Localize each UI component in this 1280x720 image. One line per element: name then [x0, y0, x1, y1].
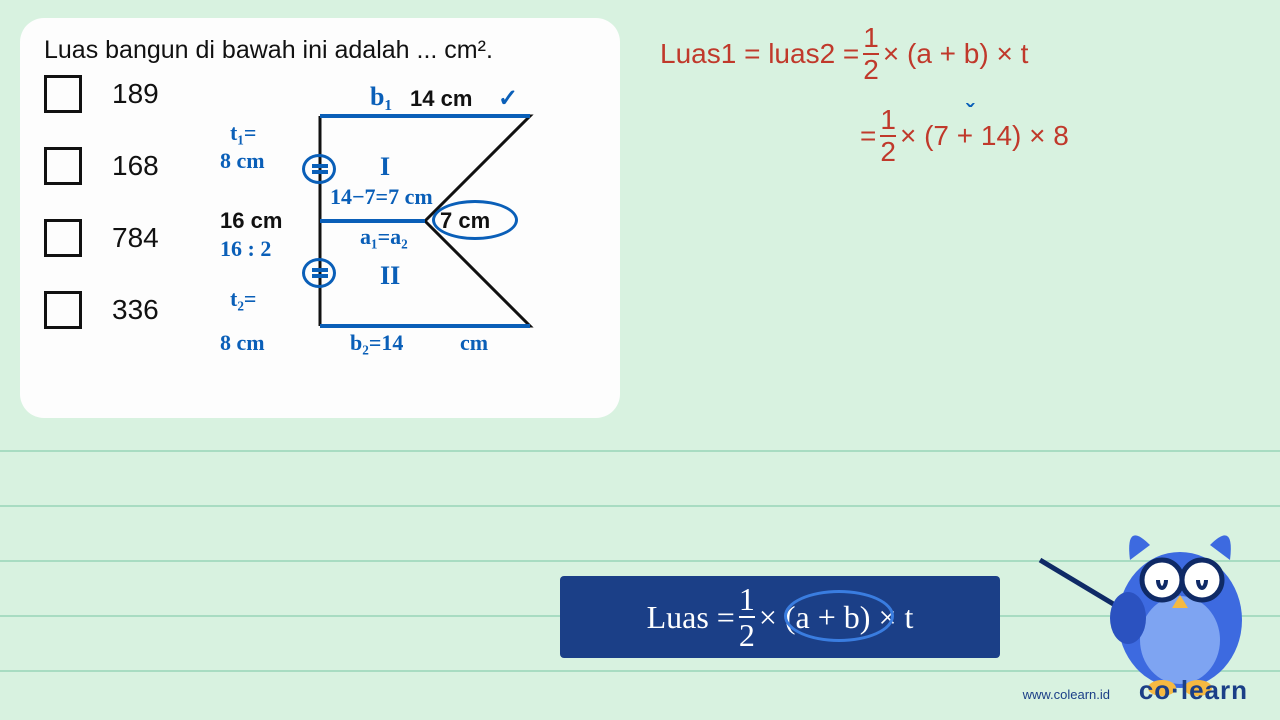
anno-t1-eq: t₁=: [230, 120, 256, 146]
formula-box: Luas = 1 2 × (a + b) × t: [560, 576, 1000, 658]
sol1-pre: Luas1 = luas2 =: [660, 38, 859, 70]
anno-t1-val: 8 cm: [220, 148, 265, 174]
circle-annotation: [784, 590, 894, 642]
circle-annotation: [302, 154, 336, 184]
option-value: 784: [112, 222, 159, 254]
solution-line-2: = 1 2 × (7 + 14) × 8 ˇ: [660, 106, 1260, 166]
anno-region2: II: [380, 261, 400, 291]
circle-annotation: [432, 200, 518, 240]
shape-svg: [280, 96, 600, 396]
mascot-owl: [1030, 490, 1260, 700]
circle-annotation: [302, 258, 336, 288]
dim-top: 14 cm: [410, 86, 472, 112]
anno-div: 16 : 2: [220, 236, 271, 262]
checkbox-icon[interactable]: [44, 147, 82, 185]
sol1-mid: × (a + b) × t: [883, 38, 1029, 70]
brand-logo: co·learn: [1139, 675, 1248, 706]
option-value: 336: [112, 294, 159, 326]
fraction-icon: 1 2: [863, 24, 879, 84]
anno-b2: b₂=14: [350, 330, 403, 356]
anno-b2-unit: cm: [460, 330, 488, 356]
fraction-icon: 1 2: [880, 106, 896, 166]
anno-t2-val: 8 cm: [220, 330, 265, 356]
sol2-pre: =: [860, 120, 876, 152]
question-text: Luas bangun di bawah ini adalah ... cm².: [44, 36, 596, 65]
anno-region1: I: [380, 152, 390, 182]
check-icon: ˇ: [966, 100, 974, 128]
checkbox-icon[interactable]: [44, 219, 82, 257]
brand-url: www.colearn.id: [1023, 687, 1110, 702]
anno-b1: b₁: [370, 82, 392, 112]
sol2-mid: × (7 + 14) × 8: [900, 120, 1069, 152]
solution-steps: Luas1 = luas2 = 1 2 × (a + b) × t = 1 2 …: [660, 24, 1260, 188]
geometry-diagram: 14 cm 16 cm 7 cm ✓ b₁ t₁= 8 cm I 14−7=7 …: [280, 96, 600, 396]
question-card: Luas bangun di bawah ini adalah ... cm².…: [20, 18, 620, 418]
check-icon: ✓: [498, 84, 518, 113]
checkbox-icon[interactable]: [44, 291, 82, 329]
dim-mid-left: 16 cm: [220, 208, 282, 234]
anno-t2-eq: t₂=: [230, 286, 256, 312]
option-value: 168: [112, 150, 159, 182]
solution-line-1: Luas1 = luas2 = 1 2 × (a + b) × t: [660, 24, 1260, 84]
anno-a1a2: a₁=a₂: [360, 224, 408, 250]
option-value: 189: [112, 78, 159, 110]
anno-mid-calc: 14−7=7 cm: [330, 184, 433, 210]
formula-pre: Luas =: [647, 599, 735, 636]
checkbox-icon[interactable]: [44, 75, 82, 113]
fraction-icon: 1 2: [739, 583, 755, 651]
rule-line: [0, 450, 1280, 452]
